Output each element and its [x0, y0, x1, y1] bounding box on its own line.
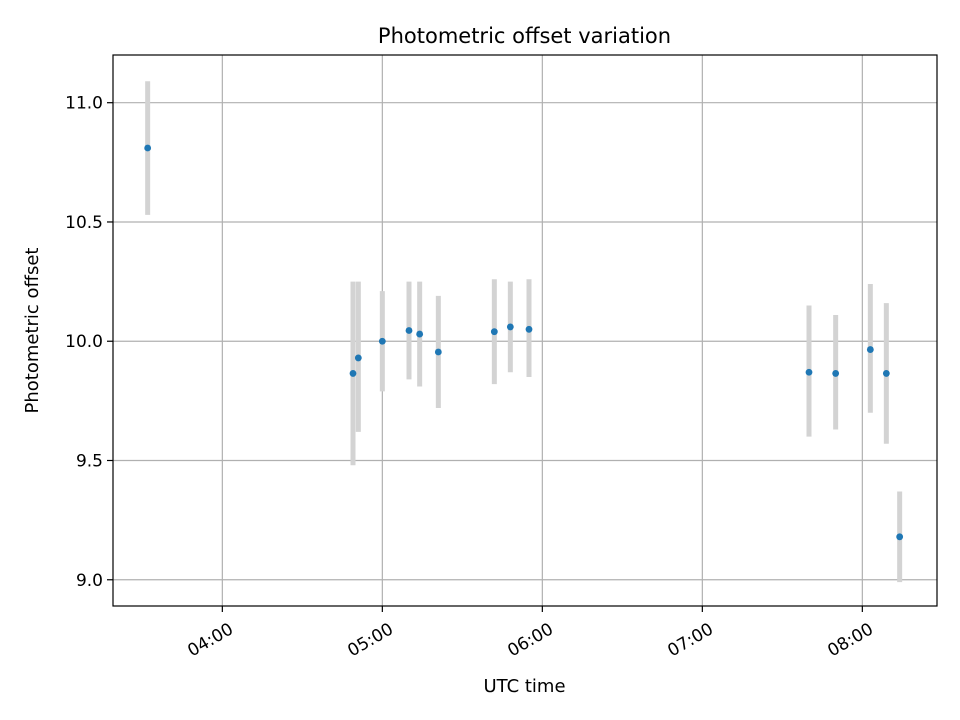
data-point: [805, 368, 813, 376]
data-point: [490, 328, 498, 336]
y-tick-label: 9.0: [76, 571, 103, 591]
x-grid: [221, 55, 863, 606]
y-axis-ticks: 9.0 9.5 10.0 10.5 11.0: [65, 94, 113, 591]
data-point: [378, 337, 386, 345]
data-point: [144, 144, 152, 152]
data-point: [405, 327, 413, 334]
x-axis-label: UTC time: [483, 676, 565, 697]
data-point: [882, 370, 890, 377]
y-tick-label: 11.0: [65, 94, 103, 114]
data-point: [866, 346, 874, 353]
data-point: [434, 348, 442, 356]
y-tick-label: 10.0: [65, 332, 103, 352]
data-point: [354, 354, 362, 362]
data-point: [349, 370, 357, 377]
y-axis-label: Photometric offset: [22, 248, 43, 414]
data-point: [832, 370, 840, 377]
data-point: [525, 325, 533, 333]
data-point: [416, 330, 424, 338]
y-tick-label: 10.5: [65, 213, 103, 233]
chart-title: Photometric offset variation: [378, 24, 671, 48]
plot-frame: [112, 54, 938, 607]
data-point: [506, 323, 514, 331]
data-point: [896, 533, 904, 541]
y-grid: [113, 102, 937, 581]
data-points: [144, 144, 904, 541]
y-tick-label: 9.5: [76, 451, 103, 471]
